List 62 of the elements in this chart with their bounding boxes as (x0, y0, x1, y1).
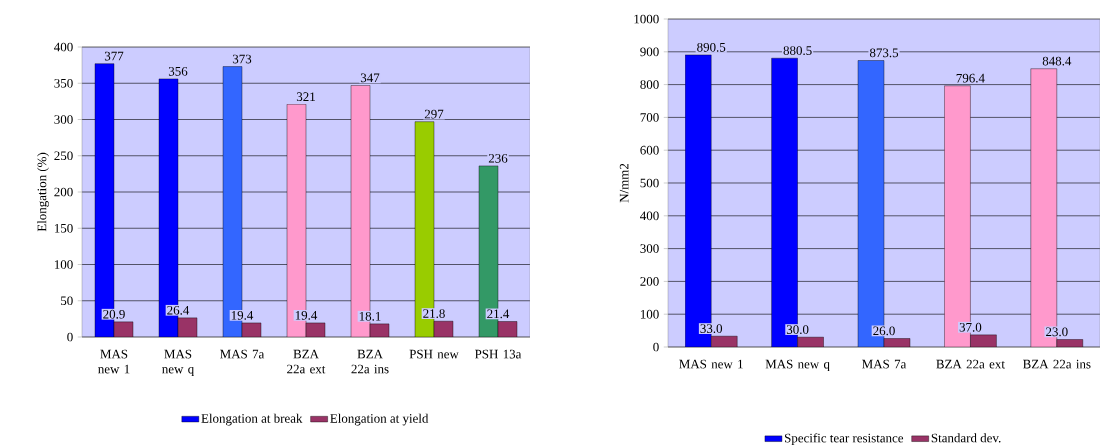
legend-label: Standard dev. (931, 433, 1001, 443)
y-tick-label: 50 (61, 296, 73, 306)
y-tick-label: 150 (54, 223, 73, 233)
data-label: 26.4 (167, 305, 190, 315)
data-label: 373 (232, 54, 252, 64)
y-tick-label: 900 (640, 47, 659, 57)
data-label: 880.5 (783, 46, 812, 55)
data-label: 873.5 (869, 48, 899, 58)
y-tick-label: 0 (67, 332, 73, 342)
y-tick-label: 600 (640, 145, 659, 155)
data-label: 21.8 (423, 309, 445, 318)
data-label: 848.4 (1042, 56, 1072, 66)
legend-label: Elongation at break (201, 413, 303, 426)
y-tick-label: 350 (54, 78, 73, 88)
x-tick-label: MAS new 1 (98, 349, 130, 374)
legend-label: Elongation at yield (330, 413, 429, 426)
data-label: 377 (104, 51, 124, 61)
y-tick-label: 500 (640, 178, 659, 188)
legend-label: Specific tear resistance (785, 433, 904, 446)
data-label: 236 (488, 154, 508, 163)
data-label: 19.4 (231, 310, 254, 320)
y-tick-label: 250 (54, 151, 73, 161)
data-label: 796.4 (956, 73, 985, 83)
data-label: 26.0 (873, 326, 895, 336)
data-label: 37.0 (959, 322, 982, 332)
data-label: 33.0 (700, 324, 723, 333)
y-tick-label: 0 (653, 342, 659, 352)
y-tick-label: 200 (54, 187, 73, 197)
data-label: 20.9 (103, 309, 125, 319)
y-tick-label: 1000 (634, 14, 659, 24)
y-tick-label: 400 (640, 211, 659, 221)
data-label: 890.5 (697, 42, 726, 52)
x-tick-label: BZA 22a ins (1023, 359, 1091, 369)
x-tick-label: MAS new q (765, 359, 830, 372)
x-tick-label: PSH 13a (474, 349, 522, 359)
data-label: 321 (296, 92, 315, 102)
data-label: 21.4 (487, 309, 510, 319)
y-axis-title: Elongation (%) (37, 152, 49, 232)
x-tick-label: BZA 22a ins (351, 349, 389, 374)
data-label: 23.0 (1046, 327, 1068, 337)
data-label: 18.1 (359, 311, 381, 321)
x-tick-label: MAS new q (162, 349, 194, 377)
y-tick-label: 300 (54, 115, 73, 124)
data-label: 356 (168, 67, 188, 76)
y-tick-label: 300 (640, 244, 659, 253)
y-axis-title: N/mm2 (619, 163, 629, 203)
y-tick-label: 700 (640, 113, 659, 122)
x-tick-label: BZA 22a ext (287, 349, 326, 374)
x-tick-label: PSH new (409, 349, 459, 359)
data-label: 347 (360, 73, 380, 83)
x-tick-label: MAS 7a (220, 349, 265, 359)
y-tick-label: 200 (640, 277, 659, 286)
y-tick-label: 400 (54, 42, 73, 52)
y-tick-label: 800 (640, 80, 659, 89)
data-label: 19.4 (295, 310, 318, 320)
data-label: 297 (424, 109, 444, 119)
x-tick-label: MAS new 1 (679, 359, 743, 369)
y-tick-label: 100 (54, 260, 73, 269)
x-tick-label: BZA 22a ext (936, 359, 1005, 369)
y-tick-label: 100 (640, 309, 659, 319)
data-label: 30.0 (786, 325, 809, 334)
x-tick-label: MAS 7a (862, 359, 907, 369)
